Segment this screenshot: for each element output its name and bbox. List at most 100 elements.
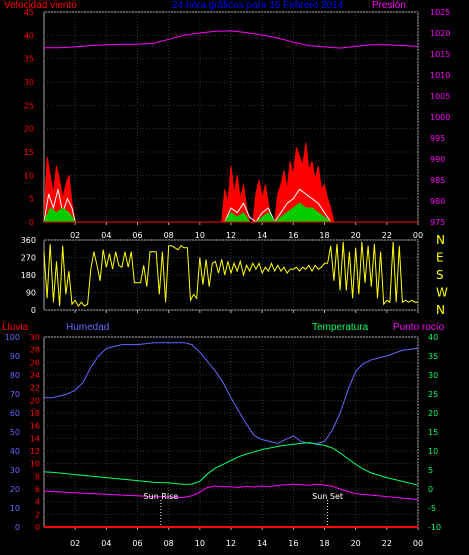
wind-speed-series-area (221, 142, 334, 222)
temperature-tick-label: 10 (428, 447, 438, 456)
wind-speed-tick-label: 10 (24, 171, 34, 180)
top-x-tick-label: 14 (257, 231, 267, 240)
lower-x-tick-label: 04 (101, 539, 111, 548)
humidity-tick-label: 80 (10, 371, 20, 380)
rain-tick-label: 24 (30, 371, 40, 380)
temperature-tick-label: 35 (428, 352, 438, 361)
top-x-tick-label: 04 (101, 231, 111, 240)
lower-x-tick-label: 16 (288, 539, 298, 548)
rain-tick-label: 8 (35, 472, 40, 481)
wind-gust-series (43, 189, 76, 223)
pressure-series (44, 30, 419, 49)
lower-x-tick-label: 10 (195, 539, 205, 548)
top-x-tick-label: 00 (413, 231, 423, 240)
wind-average-series-area (224, 203, 331, 222)
rain-tick-label: 18 (30, 409, 40, 418)
compass-label-e: E (436, 251, 444, 265)
humidity-tick-label: 60 (10, 409, 20, 418)
humidity-tick-label: 40 (10, 447, 20, 456)
temperature-tick-label: -5 (428, 504, 436, 513)
temperature-tick-label: 25 (428, 390, 438, 399)
humidity-tick-label: 10 (10, 504, 20, 513)
direction-tick-label: 0 (31, 306, 36, 315)
rain-tick-label: 22 (30, 384, 40, 393)
wind-speed-series-area (44, 156, 76, 222)
wind-speed-tick-label: 30 (24, 78, 34, 87)
wind-average-series-area (44, 208, 76, 222)
rain-tick-label: 4 (35, 498, 40, 507)
top-x-tick-label: 20 (351, 231, 361, 240)
humidity-tick-label: 90 (10, 352, 20, 361)
rain-tick-label: 14 (30, 434, 40, 443)
direction-tick-label: 90 (26, 289, 36, 298)
top-x-tick-label: 18 (319, 231, 329, 240)
rain-tick-label: 26 (30, 358, 40, 367)
lower-x-tick-label: 00 (413, 539, 423, 548)
lower-x-tick-label: 06 (132, 539, 142, 548)
rain-tick-label: 6 (35, 485, 40, 494)
pressure-tick-label: 980 (430, 197, 445, 206)
humidity-tick-label: 30 (10, 466, 20, 475)
top-x-tick-label: 22 (382, 231, 392, 240)
wind-speed-series (221, 142, 335, 223)
rain-tick-label: 20 (30, 396, 40, 405)
pressure-tick-label: 1000 (430, 113, 450, 122)
rain-tick-label: 28 (30, 346, 40, 355)
temperature-tick-label: 5 (428, 466, 433, 475)
temperature-tick-label: 15 (428, 428, 438, 437)
pressure-tick-label: 1025 (430, 8, 450, 17)
pressure-tick-label: 990 (430, 155, 445, 164)
humidity-tick-label: 100 (5, 333, 20, 342)
wind-speed-tick-label: 40 (24, 31, 34, 40)
direction-tick-label: 180 (21, 271, 36, 280)
lower-plot-frame (43, 336, 419, 528)
temperature-tick-label: 20 (428, 409, 438, 418)
wind-average-series (224, 202, 332, 223)
rain-tick-label: 10 (30, 460, 40, 469)
humidity-tick-label: 0 (15, 523, 20, 532)
lower-x-tick-label: 14 (257, 539, 267, 548)
rain-tick-label: 30 (30, 333, 40, 342)
wind-speed-tick-label: 35 (24, 55, 34, 64)
temperature-axis-title: Temperatura (312, 322, 369, 333)
rain-axis-title: Lluvia (2, 322, 29, 333)
wind-speed-series (43, 156, 76, 223)
pressure-tick-label: 1020 (430, 29, 450, 38)
dewpoint-axis-title: Punto rocío (393, 322, 445, 333)
lower-x-tick-label: 12 (226, 539, 236, 548)
rain-tick-label: 0 (35, 523, 40, 532)
temperature-tick-label: 0 (428, 485, 433, 494)
pressure-tick-label: 995 (430, 134, 445, 143)
lower-x-tick-label: 02 (70, 539, 80, 548)
wind-direction-series (43, 241, 418, 308)
humidity-tick-label: 50 (10, 428, 20, 437)
top-x-tick-label: 16 (288, 231, 298, 240)
top-x-tick-label: 12 (226, 231, 236, 240)
humidity-series (44, 342, 419, 444)
rain-tick-label: 16 (30, 422, 40, 431)
lower-x-tick-label: 08 (164, 539, 174, 548)
wind-speed-tick-label: 0 (29, 218, 34, 227)
pressure-axis-title: Presión (372, 0, 406, 11)
wind-speed-tick-label: 5 (29, 195, 34, 204)
wind-speed-axis-title: Velocidad viento (4, 0, 77, 11)
pressure-tick-label: 975 (430, 218, 445, 227)
temperature-tick-label: -10 (428, 523, 441, 532)
direction-tick-label: 360 (21, 236, 36, 245)
wind-average-series (43, 207, 76, 223)
lower-x-tick-label: 18 (319, 539, 329, 548)
rain-tick-label: 2 (35, 510, 40, 519)
lower-x-tick-label: 22 (382, 539, 392, 548)
top-x-tick-label: 08 (164, 231, 174, 240)
rain-tick-label: 12 (30, 447, 40, 456)
top-x-tick-label: 06 (132, 231, 142, 240)
sun-rise-label: Sun Rise (144, 492, 179, 501)
temperature-tick-label: 40 (428, 333, 438, 342)
temperature-series (43, 442, 419, 486)
pressure-tick-label: 1015 (430, 50, 450, 59)
compass-label-w: W (436, 286, 448, 300)
pressure-tick-label: 1005 (430, 92, 450, 101)
wind-gust-series (224, 188, 332, 224)
wind-speed-tick-label: 15 (24, 148, 34, 157)
temperature-tick-label: 30 (428, 371, 438, 380)
